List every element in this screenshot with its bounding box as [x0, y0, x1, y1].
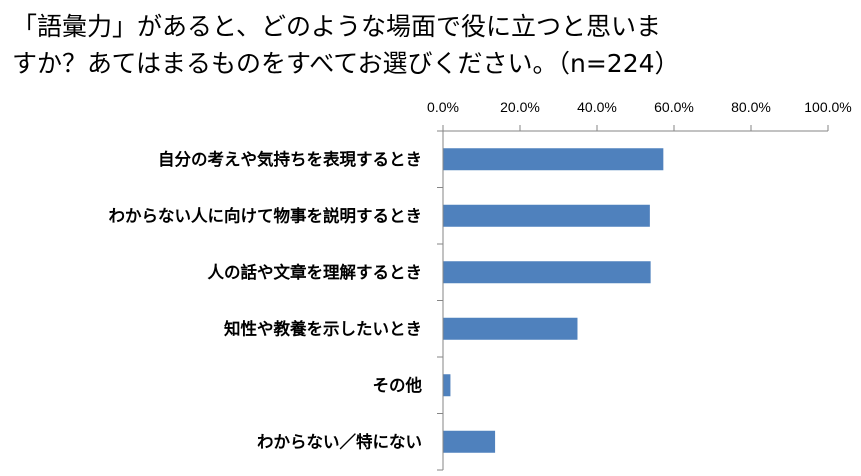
- chart-title: 「語彙力」があると、どのような場面で役に立つと思いま すか？あてはまるものをすべ…: [12, 8, 852, 82]
- bar: [443, 374, 451, 397]
- bar: [443, 261, 651, 284]
- bar: [443, 430, 496, 453]
- x-tick-label: 20.0%: [500, 99, 540, 115]
- x-tick-label: 40.0%: [577, 99, 617, 115]
- category-label-layer: 自分の考えや気持ちを表現するときわからない人に向けて物事を説明するとき人の話や文…: [109, 149, 423, 452]
- x-tick-label: 80.0%: [731, 99, 771, 115]
- bar: [443, 148, 664, 171]
- bar: [443, 204, 650, 227]
- category-label: 自分の考えや気持ちを表現するとき: [158, 149, 422, 169]
- category-label: その他: [373, 375, 423, 395]
- x-tick-label: 0.0%: [427, 99, 459, 115]
- bar: [443, 317, 578, 340]
- category-label: 人の話や文章を理解するとき: [208, 262, 423, 282]
- category-label: わからない人に向けて物事を説明するとき: [109, 205, 423, 225]
- x-tick-label: 100.0%: [804, 99, 851, 115]
- x-tick-label: 60.0%: [654, 99, 694, 115]
- axis-layer: 0.0% 20.0% 40.0% 60.0% 80.0% 100.0%: [427, 99, 852, 471]
- category-label: 知性や教養を示したいとき: [224, 318, 422, 338]
- chart-title-line-2: すか？あてはまるものをすべてお選びください。（n=224）: [12, 49, 680, 78]
- category-label: わからない／特にない: [257, 431, 422, 451]
- bar-layer: [443, 148, 664, 453]
- chart-title-line-1: 「語彙力」があると、どのような場面で役に立つと思いま: [12, 12, 662, 41]
